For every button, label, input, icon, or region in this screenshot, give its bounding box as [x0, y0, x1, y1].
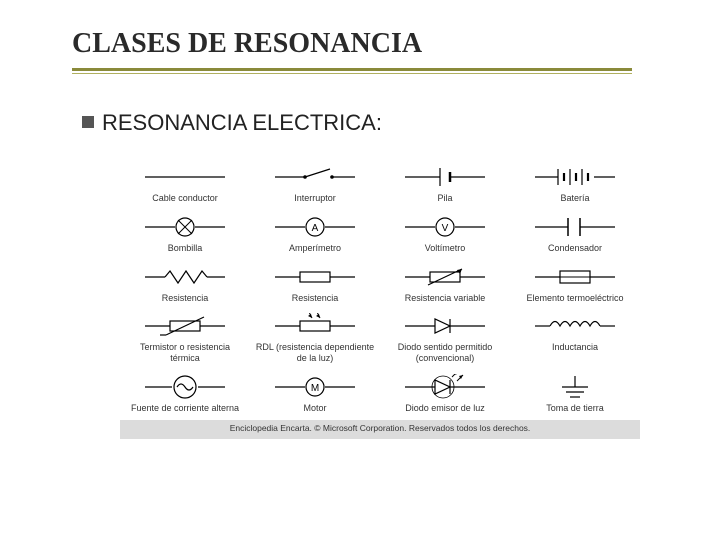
symbol-label: Resistencia — [124, 293, 246, 304]
svg-text:M: M — [311, 383, 319, 394]
circuit-symbols-diagram: Cable conductor Interruptor Pila Batería Bom… — [120, 160, 640, 439]
resistor_zz-symbol-icon — [124, 263, 246, 291]
symbol-cell: Bombilla — [120, 210, 250, 260]
symbol-cell: Interruptor — [250, 160, 380, 210]
ldr-symbol-icon — [254, 312, 376, 340]
symbol-label: Diodo sentido permitido (convencional) — [384, 342, 506, 364]
voltmeter-symbol-icon: V — [384, 213, 506, 241]
symbol-cell: Resistencia — [250, 260, 380, 310]
symbol-label: Resistencia — [254, 293, 376, 304]
cell-symbol-icon — [384, 163, 506, 191]
title-underline-thin — [72, 73, 632, 74]
diode-symbol-icon — [384, 312, 506, 340]
symbols-table: Cable conductor Interruptor Pila Batería Bom… — [120, 160, 640, 439]
symbol-cell: Inductancia — [510, 309, 640, 370]
ground-symbol-icon — [514, 373, 636, 401]
symbol-cell: RDL (resistencia dependiente de la luz) — [250, 309, 380, 370]
ammeter-symbol-icon: A — [254, 213, 376, 241]
symbol-cell: Termistor o resistencia térmica — [120, 309, 250, 370]
svg-text:A: A — [312, 223, 319, 234]
battery-symbol-icon — [514, 163, 636, 191]
symbol-label: Elemento termoeléctrico — [514, 293, 636, 304]
symbol-cell: Fuente de corriente alterna — [120, 370, 250, 420]
capacitor-symbol-icon — [514, 213, 636, 241]
symbol-label: Termistor o resistencia térmica — [124, 342, 246, 364]
wire-symbol-icon — [124, 163, 246, 191]
symbol-label: Amperímetro — [254, 243, 376, 254]
symbol-cell: Elemento termoeléctrico — [510, 260, 640, 310]
slide-subtitle: RESONANCIA ELECTRICA: — [102, 110, 382, 136]
symbol-label: Bombilla — [124, 243, 246, 254]
title-underline — [72, 68, 632, 71]
lamp-symbol-icon — [124, 213, 246, 241]
symbol-label: Condensador — [514, 243, 636, 254]
symbol-label: Voltímetro — [384, 243, 506, 254]
symbol-label: Resistencia variable — [384, 293, 506, 304]
thermistor-symbol-icon — [124, 312, 246, 340]
symbol-cell: Batería — [510, 160, 640, 210]
symbol-cell: M Motor — [250, 370, 380, 420]
symbol-label: Cable conductor — [124, 193, 246, 204]
symbol-cell: Resistencia variable — [380, 260, 510, 310]
symbol-cell: Diodo emisor de luz — [380, 370, 510, 420]
thermo-symbol-icon — [514, 263, 636, 291]
svg-text:V: V — [442, 223, 449, 234]
symbol-cell: Diodo sentido permitido (convencional) — [380, 309, 510, 370]
symbol-cell: V Voltímetro — [380, 210, 510, 260]
slide-title: CLASES DE RESONANCIA — [72, 28, 422, 60]
inductor-symbol-icon — [514, 312, 636, 340]
symbol-label: Inductancia — [514, 342, 636, 353]
symbol-cell: Resistencia — [120, 260, 250, 310]
symbol-label: Interruptor — [254, 193, 376, 204]
symbol-label: Diodo emisor de luz — [384, 403, 506, 414]
symbol-cell: A Amperímetro — [250, 210, 380, 260]
motor-symbol-icon: M — [254, 373, 376, 401]
symbol-cell: Pila — [380, 160, 510, 210]
resistor_box-symbol-icon — [254, 263, 376, 291]
var_resistor-symbol-icon — [384, 263, 506, 291]
symbol-cell: Toma de tierra — [510, 370, 640, 420]
symbol-label: Pila — [384, 193, 506, 204]
ac-symbol-icon — [124, 373, 246, 401]
symbol-label: RDL (resistencia dependiente de la luz) — [254, 342, 376, 364]
bullet-icon — [82, 116, 94, 128]
switch-symbol-icon — [254, 163, 376, 191]
symbol-cell: Condensador — [510, 210, 640, 260]
symbol-label: Toma de tierra — [514, 403, 636, 414]
led-symbol-icon — [384, 373, 506, 401]
symbol-cell: Cable conductor — [120, 160, 250, 210]
symbol-label: Fuente de corriente alterna — [124, 403, 246, 414]
symbol-label: Motor — [254, 403, 376, 414]
symbol-label: Batería — [514, 193, 636, 204]
diagram-footer: Enciclopedia Encarta. © Microsoft Corpor… — [120, 420, 640, 439]
